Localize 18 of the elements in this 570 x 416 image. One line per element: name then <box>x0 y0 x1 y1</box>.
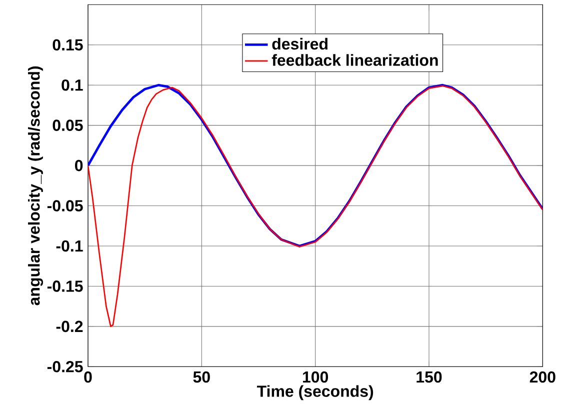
legend-label: desired <box>272 38 328 50</box>
y-tick-label: 0.15 <box>52 39 83 51</box>
x-tick-label: 0 <box>84 371 92 383</box>
y-tick-label: 0.05 <box>52 120 83 131</box>
y-tick-label: -0.05 <box>47 200 83 212</box>
y-tick-label: 0 <box>75 160 83 172</box>
y-axis-title: angular velocity_y (rad/second) <box>28 66 43 306</box>
y-tick-label: -0.1 <box>56 240 83 252</box>
x-tick-label: 200 <box>530 371 556 383</box>
y-tick-label: -0.15 <box>47 280 83 292</box>
y-tick-label: -0.25 <box>47 360 83 372</box>
x-tick-label: 100 <box>302 371 328 383</box>
legend-label: feedback linearization <box>272 54 438 66</box>
y-tick-label: 0.1 <box>62 79 83 91</box>
x-tick-label: 150 <box>416 371 442 383</box>
x-axis-title: Time (seconds) <box>256 385 374 400</box>
x-tick-label: 50 <box>193 371 210 383</box>
y-tick-label: -0.2 <box>56 320 83 332</box>
